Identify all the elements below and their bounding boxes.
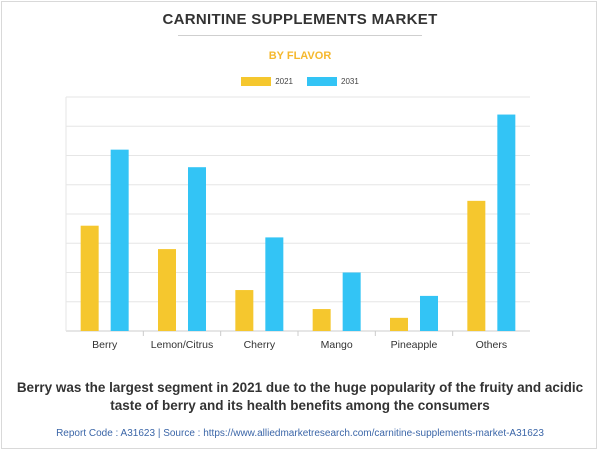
bar-2031-mango bbox=[342, 272, 361, 331]
legend-item-2021: 2021 bbox=[241, 77, 293, 86]
caption-line-1: Berry was the largest segment in 2021 du… bbox=[16, 380, 584, 395]
bar-2021-berry bbox=[80, 225, 99, 331]
bar-2031-berry bbox=[110, 149, 129, 331]
legend-swatch-2021 bbox=[241, 77, 272, 86]
legend-label-2021: 2021 bbox=[275, 77, 293, 86]
bar-2021-others bbox=[467, 200, 486, 331]
title-divider bbox=[178, 35, 422, 36]
bar-2021-cherry bbox=[235, 290, 254, 331]
bar-2021-lemon-citrus bbox=[158, 249, 176, 331]
source-footer: Report Code : A31623 | Source : https://… bbox=[56, 428, 544, 439]
legend-swatch-2031 bbox=[307, 77, 337, 86]
bar-2031-others bbox=[497, 114, 516, 331]
chart-caption: Berry was the largest segment in 2021 du… bbox=[0, 379, 600, 415]
bar-2031-lemon-citrus bbox=[188, 167, 206, 331]
x-tick-label: Mango bbox=[321, 339, 353, 351]
caption-line-2: taste of berry and its health benefits a… bbox=[110, 398, 490, 413]
chart-title: CARNITINE SUPPLEMENTS MARKET bbox=[162, 11, 438, 28]
bar-2031-cherry bbox=[265, 237, 284, 331]
x-tick-label: Berry bbox=[92, 339, 118, 351]
bar-2021-mango bbox=[312, 309, 331, 331]
x-tick-label: Others bbox=[476, 339, 508, 351]
bar-2021-pineapple bbox=[390, 317, 408, 331]
chart-legend: 2021 2031 bbox=[0, 77, 600, 86]
legend-item-2031: 2031 bbox=[307, 77, 359, 86]
x-tick-label: Lemon/Citrus bbox=[151, 339, 213, 351]
x-tick-label: Cherry bbox=[244, 339, 276, 351]
legend-label-2031: 2031 bbox=[341, 77, 359, 86]
chart-subtitle: BY FLAVOR bbox=[268, 50, 332, 62]
bar-2031-pineapple bbox=[420, 295, 438, 331]
bar-chart: Berry Lemon/Citrus Cherry Mango Pineapple Oth… bbox=[65, 96, 530, 351]
x-tick-label: Pineapple bbox=[391, 339, 438, 351]
